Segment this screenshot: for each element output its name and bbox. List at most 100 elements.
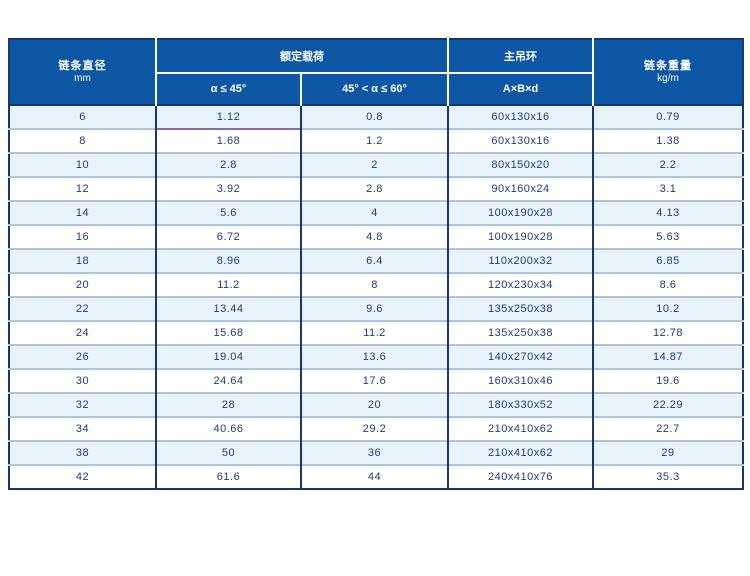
cell-rated_load_alpha_le_45: 50 <box>155 440 301 465</box>
cell-chain_diameter_mm: 8 <box>9 128 156 153</box>
cell-chain_weight_kg_per_m: 8.6 <box>592 272 743 297</box>
cell-rated_load_45_to_60: 36 <box>300 440 448 465</box>
cell-rated_load_alpha_le_45: 28 <box>155 392 301 417</box>
table-row: 32 28 20 180x330x52 22.29 <box>9 392 743 417</box>
table-row: 16 6.72 4.8 100x190x28 5.63 <box>9 224 743 249</box>
table-row: 42 61.6 44 240x410x76 35.3 <box>9 464 743 489</box>
header-chain-diameter-label: 链条直径 <box>58 60 107 72</box>
cell-chain_diameter_mm: 14 <box>9 200 156 225</box>
cell-chain_diameter_mm: 20 <box>9 272 156 297</box>
table-row: 30 24.64 17.6 160x310x46 19.6 <box>9 368 743 393</box>
cell-rated_load_alpha_le_45: 11.2 <box>155 272 301 297</box>
cell-chain_weight_kg_per_m: 0.79 <box>592 105 743 129</box>
table-row: 38 50 36 210x410x62 29 <box>9 440 743 465</box>
cell-chain_diameter_mm: 38 <box>9 440 156 465</box>
cell-main_ring_AxBxd: 160x310x46 <box>447 368 593 393</box>
cell-rated_load_alpha_le_45: 5.6 <box>155 200 301 225</box>
table-row: 10 2.8 2 80x150x20 2.2 <box>9 152 743 177</box>
cell-chain_weight_kg_per_m: 22.7 <box>592 416 743 441</box>
header-angle-le-45: α ≤ 45° <box>155 73 301 105</box>
cell-chain_diameter_mm: 30 <box>9 368 156 393</box>
header-main-ring-group: 主吊环 <box>447 39 593 74</box>
cell-chain_diameter_mm: 24 <box>9 320 156 345</box>
cell-chain_weight_kg_per_m: 4.13 <box>592 200 743 225</box>
cell-chain_diameter_mm: 16 <box>9 224 156 249</box>
cell-rated_load_alpha_le_45: 1.12 <box>155 105 301 129</box>
cell-rated_load_alpha_le_45: 2.8 <box>155 152 301 177</box>
cell-rated_load_alpha_le_45: 13.44 <box>155 296 301 321</box>
header-chain-weight: 链条重量 kg/m <box>592 39 743 105</box>
cell-chain_diameter_mm: 12 <box>9 176 156 201</box>
cell-rated_load_45_to_60: 2.8 <box>300 176 448 201</box>
cell-main_ring_AxBxd: 60x130x16 <box>447 128 593 153</box>
cell-rated_load_45_to_60: 44 <box>300 464 448 489</box>
cell-chain_diameter_mm: 10 <box>9 152 156 177</box>
cell-rated_load_45_to_60: 4.8 <box>300 224 448 249</box>
cell-chain_weight_kg_per_m: 10.2 <box>592 296 743 321</box>
cell-rated_load_alpha_le_45: 8.96 <box>155 248 301 273</box>
table-row: 34 40.66 29.2 210x410x62 22.7 <box>9 416 743 441</box>
table-row: 22 13.44 9.6 135x250x38 10.2 <box>9 296 743 321</box>
cell-rated_load_45_to_60: 4 <box>300 200 448 225</box>
cell-chain_weight_kg_per_m: 2.2 <box>592 152 743 177</box>
cell-main_ring_AxBxd: 90x160x24 <box>447 176 593 201</box>
cell-chain_diameter_mm: 18 <box>9 248 156 273</box>
cell-main_ring_AxBxd: 110x200x32 <box>447 248 593 273</box>
table-row: 14 5.6 4 100x190x28 4.13 <box>9 200 743 225</box>
cell-chain_diameter_mm: 42 <box>9 464 156 489</box>
table-row: 6 1.12 0.8 60x130x16 0.79 <box>9 105 743 129</box>
header-rated-load-group: 额定载荷 <box>155 39 448 74</box>
cell-rated_load_alpha_le_45: 19.04 <box>155 344 301 369</box>
cell-main_ring_AxBxd: 120x230x34 <box>447 272 593 297</box>
cell-chain_weight_kg_per_m: 5.63 <box>592 224 743 249</box>
header-ring-dimensions: A×B×d <box>447 73 593 105</box>
cell-chain_weight_kg_per_m: 19.6 <box>592 368 743 393</box>
table-body: 6 1.12 0.8 60x130x16 0.79 8 1.68 1.2 60x130x16 1.… <box>9 105 743 489</box>
cell-chain_weight_kg_per_m: 35.3 <box>592 464 743 489</box>
cell-main_ring_AxBxd: 180x330x52 <box>447 392 593 417</box>
cell-main_ring_AxBxd: 240x410x76 <box>447 464 593 489</box>
cell-chain_weight_kg_per_m: 6.85 <box>592 248 743 273</box>
cell-rated_load_45_to_60: 1.2 <box>300 128 448 153</box>
cell-rated_load_45_to_60: 0.8 <box>300 105 448 129</box>
cell-rated_load_45_to_60: 20 <box>300 392 448 417</box>
table-row: 12 3.92 2.8 90x160x24 3.1 <box>9 176 743 201</box>
cell-chain_diameter_mm: 34 <box>9 416 156 441</box>
cell-chain_weight_kg_per_m: 1.38 <box>592 128 743 153</box>
table-header: 链条直径 mm 额定载荷 主吊环 链条重量 kg/m α ≤ 45° 45° <… <box>9 39 743 105</box>
cell-main_ring_AxBxd: 135x250x38 <box>447 296 593 321</box>
header-chain-weight-unit: kg/m <box>657 73 679 84</box>
table-row: 18 8.96 6.4 110x200x32 6.85 <box>9 248 743 273</box>
cell-chain_diameter_mm: 32 <box>9 392 156 417</box>
header-chain-weight-label: 链条重量 <box>644 60 692 72</box>
table-row: 24 15.68 11.2 135x250x38 12.78 <box>9 320 743 345</box>
cell-chain_weight_kg_per_m: 29 <box>592 440 743 465</box>
cell-chain_diameter_mm: 6 <box>9 105 156 129</box>
cell-chain_weight_kg_per_m: 22.29 <box>592 392 743 417</box>
table-row: 26 19.04 13.6 140x270x42 14.87 <box>9 344 743 369</box>
cell-rated_load_45_to_60: 2 <box>300 152 448 177</box>
cell-chain_weight_kg_per_m: 12.78 <box>592 320 743 345</box>
cell-chain_diameter_mm: 22 <box>9 296 156 321</box>
table-row: 8 1.68 1.2 60x130x16 1.38 <box>9 128 743 153</box>
table-row: 20 11.2 8 120x230x34 8.6 <box>9 272 743 297</box>
cell-main_ring_AxBxd: 100x190x28 <box>447 200 593 225</box>
cell-rated_load_45_to_60: 11.2 <box>300 320 448 345</box>
cell-rated_load_45_to_60: 29.2 <box>300 416 448 441</box>
cell-main_ring_AxBxd: 80x150x20 <box>447 152 593 177</box>
cell-rated_load_alpha_le_45: 6.72 <box>155 224 301 249</box>
cell-chain_weight_kg_per_m: 14.87 <box>592 344 743 369</box>
chain-spec-table: 链条直径 mm 额定载荷 主吊环 链条重量 kg/m α ≤ 45° 45° <… <box>8 38 744 490</box>
cell-rated_load_45_to_60: 9.6 <box>300 296 448 321</box>
cell-rated_load_alpha_le_45: 3.92 <box>155 176 301 201</box>
cell-rated_load_45_to_60: 17.6 <box>300 368 448 393</box>
header-angle-45-to-60: 45° < α ≤ 60° <box>300 73 448 105</box>
cell-main_ring_AxBxd: 100x190x28 <box>447 224 593 249</box>
cell-main_ring_AxBxd: 135x250x38 <box>447 320 593 345</box>
cell-main_ring_AxBxd: 60x130x16 <box>447 105 593 129</box>
cell-rated_load_alpha_le_45: 15.68 <box>155 320 301 345</box>
cell-rated_load_alpha_le_45: 24.64 <box>155 368 301 393</box>
cell-rated_load_alpha_le_45: 1.68 <box>155 128 301 153</box>
cell-main_ring_AxBxd: 210x410x62 <box>447 416 593 441</box>
